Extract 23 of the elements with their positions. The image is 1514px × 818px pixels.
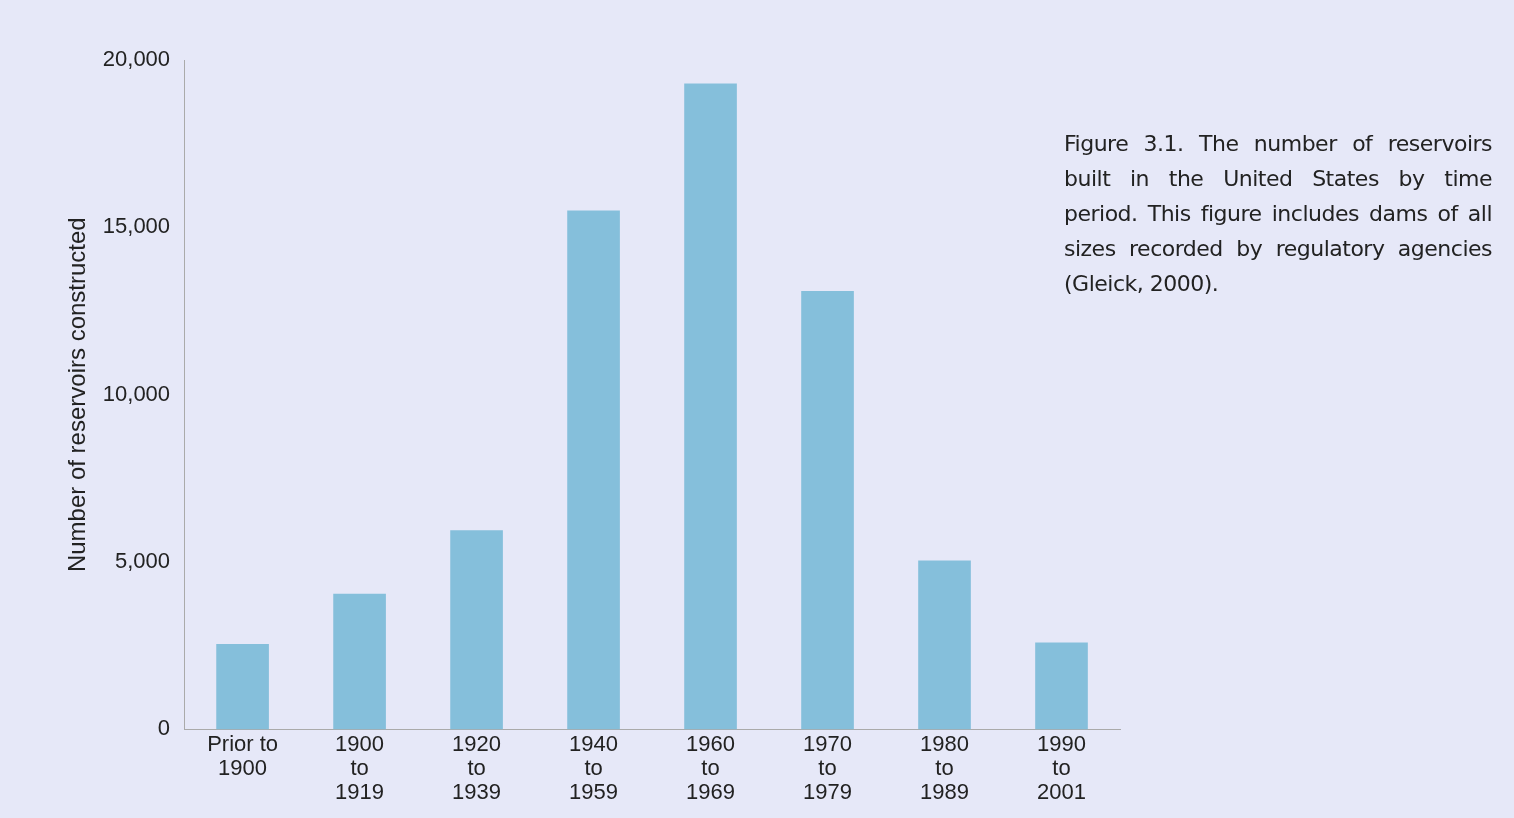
bar [333, 593, 386, 730]
x-tick-label: 1920 to 1939 [452, 730, 502, 804]
y-axis-title: Number of reservoirs constructed [63, 217, 91, 573]
bar [1035, 642, 1088, 730]
annotation: Figure 3.1. The number of reservoirs built in the United States by time period. This figure includes dams of all sizes recorded by regulatory agencies (Gleick, 2000). [1064, 130, 1492, 298]
bar [216, 644, 269, 730]
x-tick-label: 1960 to 1969 [686, 730, 736, 804]
x-tick-label: 1900 to 1919 [335, 730, 385, 804]
bar [567, 210, 620, 730]
x-tick-label: 1990 to 2001 [1037, 730, 1086, 804]
bar [684, 83, 737, 730]
y-tick-label: 20,000 [102, 46, 171, 72]
x-tick-label: 1970 to 1979 [803, 730, 852, 804]
bar [450, 530, 503, 730]
x-tick-label: Prior to 1900 [207, 730, 279, 780]
y-tick-label: 10,000 [102, 380, 171, 406]
bar [918, 560, 971, 730]
y-tick-label: 15,000 [102, 213, 171, 239]
y-tick-label: 5,000 [115, 548, 171, 574]
bar [801, 290, 854, 730]
x-tick-label: 1980 to 1989 [920, 730, 969, 804]
x-tick-label: 1940 to 1959 [569, 730, 619, 804]
y-tick-label: 0 [157, 715, 171, 741]
